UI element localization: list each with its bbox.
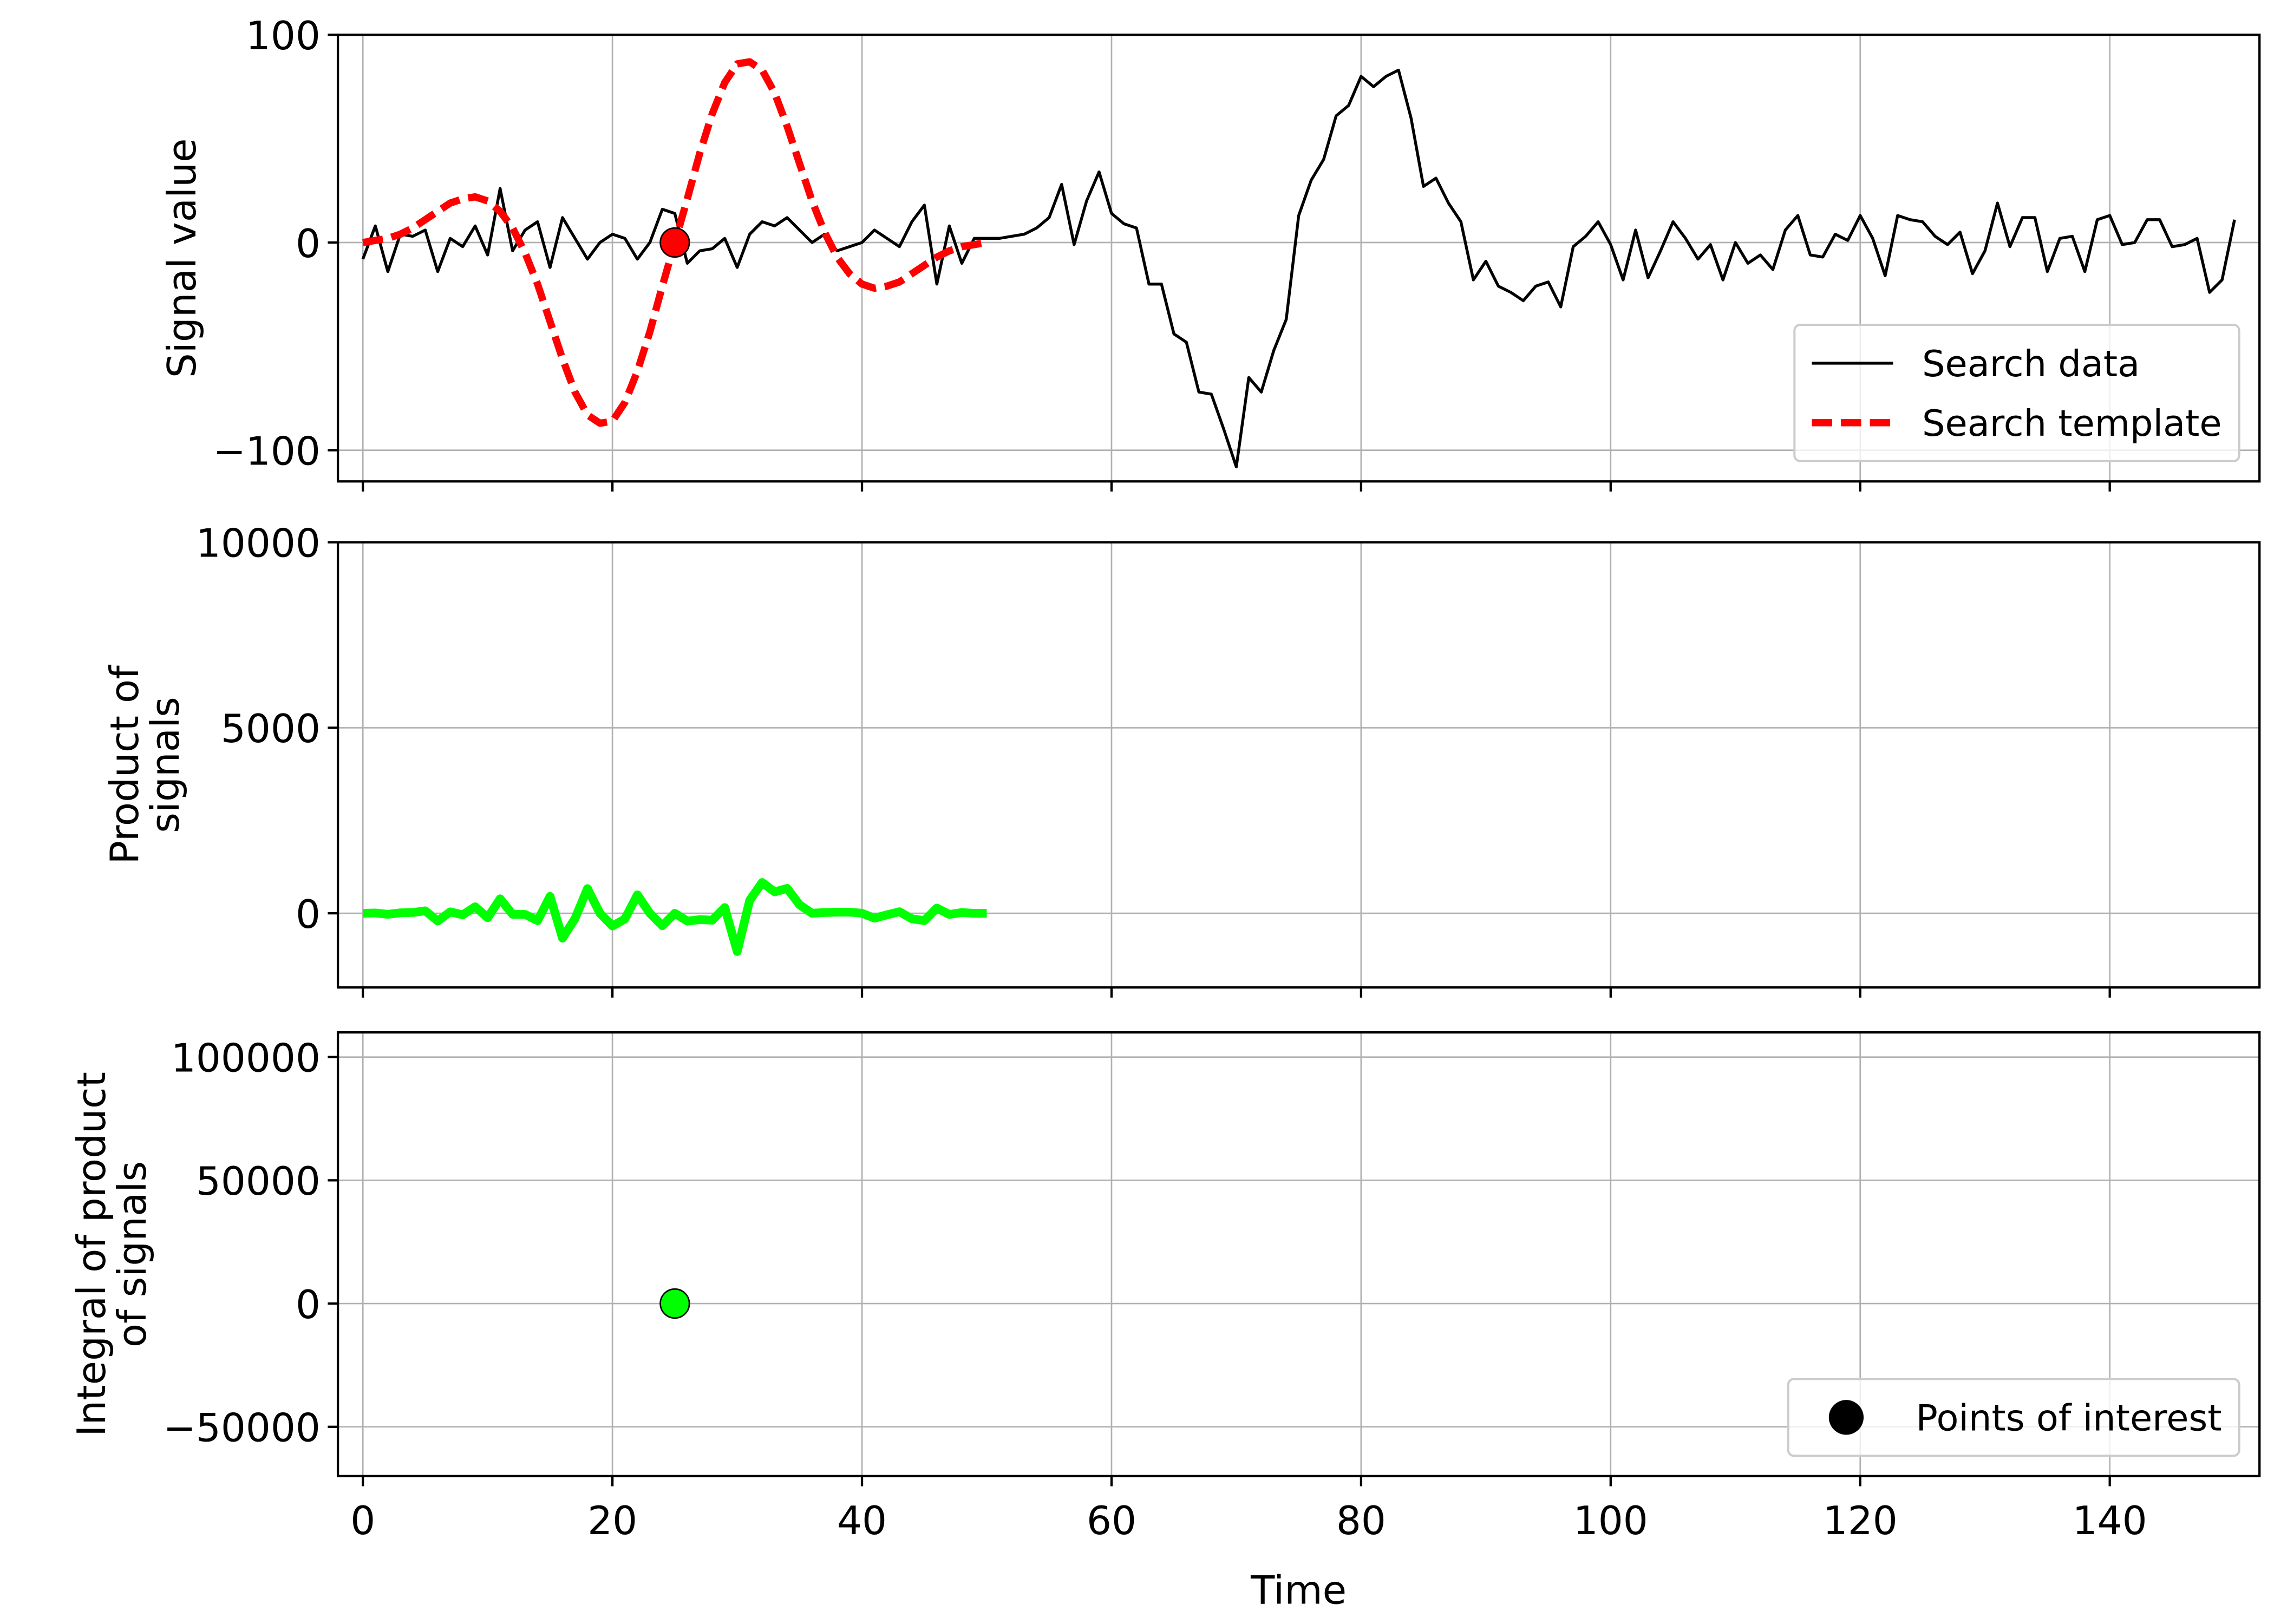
axes-frame	[336, 541, 2261, 989]
y-tick-label: 50000	[196, 1159, 321, 1204]
y-tick-label: 0	[296, 221, 321, 267]
y-tick-label: 10000	[196, 521, 321, 567]
axes-frame	[336, 34, 2261, 483]
y-axis-label: Signal value	[160, 138, 205, 378]
background	[0, 4, 2274, 1620]
x-tick-label: 80	[1336, 1498, 1386, 1544]
y-tick-label: −100	[213, 429, 321, 475]
y-axis-label: Product of	[102, 665, 148, 865]
axes-frame	[336, 1031, 2261, 1477]
x-axis-label: Time	[1250, 1568, 1347, 1614]
y-tick-label: 5000	[221, 706, 321, 752]
x-tick-label: 0	[350, 1498, 375, 1544]
x-tick-label: 40	[837, 1498, 887, 1544]
legend-label: Points of interest	[1916, 1397, 2221, 1439]
data-line	[363, 878, 987, 956]
data-line	[361, 68, 2236, 469]
legend-label: Search template	[1922, 402, 2222, 444]
point-marker	[659, 227, 690, 258]
point-marker	[659, 1288, 690, 1319]
x-tick-label: 120	[1823, 1498, 1898, 1544]
y-tick-label: 100	[246, 14, 321, 59]
x-tick-label: 20	[587, 1498, 637, 1544]
x-tick-label: 100	[1573, 1498, 1648, 1544]
y-tick-label: 0	[296, 892, 321, 938]
legend-frame	[1787, 1378, 2240, 1457]
legend-marker	[1828, 1400, 1864, 1435]
y-tick-label: 0	[296, 1282, 321, 1328]
plot-area	[338, 1032, 2260, 1476]
legend: Search data Search template	[1793, 323, 2240, 462]
legend-frame	[1793, 323, 2240, 462]
y-axis-label: Integral of product	[69, 1072, 115, 1437]
y-tick-label: −50000	[163, 1406, 321, 1451]
legend: Points of interest	[1787, 1378, 2240, 1457]
x-tick-label: 140	[2073, 1498, 2147, 1544]
y-axis-label: of signals	[110, 1161, 155, 1347]
legend-label: Search data	[1922, 343, 2140, 385]
x-tick-label: 60	[1087, 1498, 1136, 1544]
y-tick-label: 100000	[171, 1036, 321, 1081]
y-axis-label: signals	[143, 697, 188, 833]
